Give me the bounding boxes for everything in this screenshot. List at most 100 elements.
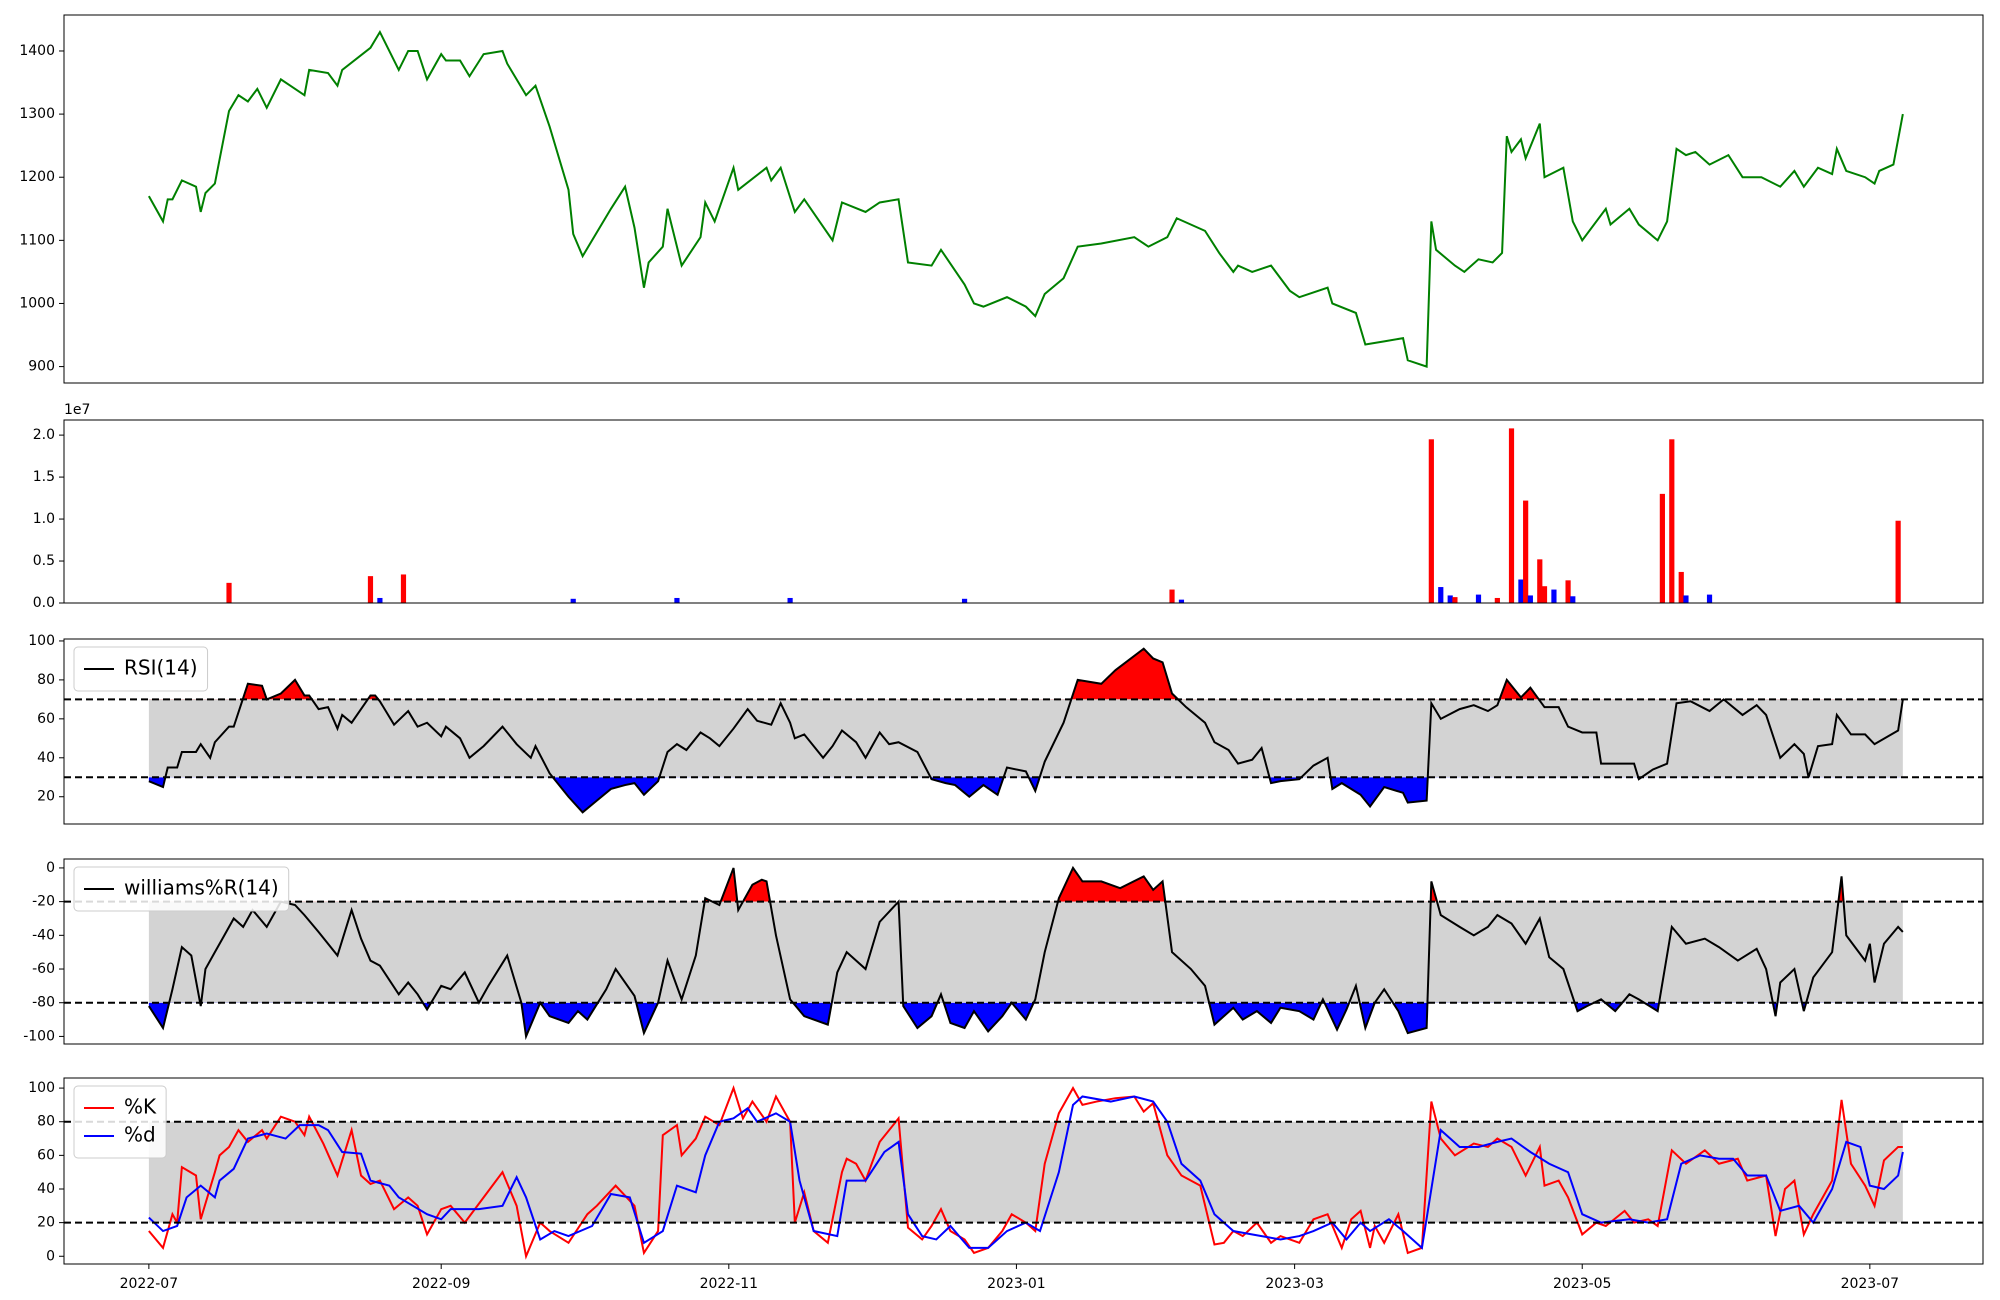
x-tick-label: 2022-09 (412, 1276, 471, 1292)
y-tick-label: -40 (32, 927, 55, 943)
panel: 20 40 60 80 100 RSI(14) (28, 633, 1984, 825)
legend-box (73, 646, 209, 692)
axes-frame (63, 1077, 1984, 1265)
y-tick-label: -100 (23, 1028, 55, 1044)
y-tick-label: 1200 (19, 169, 55, 185)
legend: williams%R(14) (73, 866, 290, 912)
y-tick-label: 100 (28, 1080, 55, 1096)
legend-box (73, 1085, 167, 1159)
bar (1428, 439, 1434, 603)
plot-area (147, 29, 1904, 368)
bar (1541, 586, 1548, 603)
series-line (148, 1095, 1904, 1250)
y-tick-label: 0.5 (33, 553, 55, 569)
bar (1475, 594, 1482, 603)
y-tick-label: 0.0 (33, 595, 55, 611)
series-line (147, 29, 1904, 368)
bar (1895, 520, 1901, 603)
bar (1565, 580, 1571, 603)
series-line (148, 865, 1904, 1041)
bar (367, 576, 374, 603)
bar (1447, 595, 1453, 603)
bar (1169, 589, 1175, 603)
y-tick-label: 0 (46, 1248, 55, 1264)
x-tick-label: 2023-07 (1841, 1276, 1900, 1292)
bar (1537, 559, 1543, 603)
bar (961, 598, 968, 603)
legend-label: RSI(14) (124, 656, 198, 680)
bar (1178, 599, 1185, 603)
bar (1570, 596, 1576, 603)
oversold-fill (148, 1002, 1807, 1037)
y-tick-label: 100 (28, 633, 55, 649)
y-tick-label: 900 (28, 359, 55, 375)
y-tick-label: 20 (37, 789, 55, 805)
legend-box (73, 866, 290, 912)
bar (1452, 597, 1458, 603)
axes-frame (63, 419, 1984, 604)
y-tick-label: 40 (37, 1181, 55, 1197)
bar (1669, 439, 1675, 603)
bar (1678, 571, 1684, 603)
bar (1527, 595, 1533, 603)
plot-area (226, 428, 1901, 603)
y-tick-label: -80 (32, 995, 55, 1011)
bar (1523, 500, 1529, 603)
plot-area (64, 865, 1983, 1041)
x-tick-label: 2023-03 (1265, 1276, 1324, 1292)
bar (787, 597, 793, 603)
x-tick-label: 2023-05 (1553, 1276, 1612, 1292)
bar (1438, 587, 1444, 603)
plot-area (64, 647, 1983, 814)
legend: RSI(14) (73, 646, 209, 692)
y-tick-label: 20 (37, 1215, 55, 1231)
legend-label: %K (124, 1095, 157, 1119)
panel: 0 20 40 60 80 100 2022-07 2022-09 2022-11 2023-01… (28, 1077, 1984, 1292)
y-tick-label: 1300 (19, 106, 55, 122)
y-tick-label: 1.0 (33, 511, 55, 527)
y-tick-label: 40 (37, 750, 55, 766)
y-tick-label: 0 (46, 860, 55, 876)
bar (1508, 428, 1515, 603)
legend-label: williams%R(14) (124, 876, 279, 900)
y-tick-label: 2.0 (33, 427, 55, 443)
band (148, 699, 1903, 778)
bar (226, 582, 232, 603)
bar (1683, 595, 1689, 603)
x-tick-label: 2022-11 (700, 1276, 759, 1292)
y-tick-label: 1100 (19, 232, 55, 248)
axes-frame (63, 858, 1984, 1045)
y-tick-label: 1.5 (33, 469, 55, 485)
y-tick-label: 80 (37, 1114, 55, 1130)
series-line (148, 647, 1904, 814)
legend: %K %d (73, 1085, 167, 1159)
panel: 0.0 0.5 1.0 1.5 2.0 1e7 (33, 402, 1984, 611)
y-tick-label: 60 (37, 711, 55, 727)
y-tick-label: -60 (32, 961, 55, 977)
y-tick-label: 1000 (19, 295, 55, 311)
y-tick-label: 60 (37, 1147, 55, 1163)
y-tick-label: 1400 (19, 43, 55, 59)
bar (1494, 597, 1500, 603)
axes-frame (63, 638, 1984, 825)
panel: 900 1000 1100 1200 1300 1400 (19, 14, 1984, 384)
band (148, 1121, 1903, 1223)
bar (674, 597, 680, 603)
bar (1551, 589, 1557, 603)
bar (1659, 493, 1665, 603)
axes-frame (63, 14, 1984, 384)
x-tick-label: 2022-07 (120, 1276, 179, 1292)
legend-label: %d (124, 1123, 156, 1147)
x-tick-label: 2023-01 (987, 1276, 1046, 1292)
y-tick-label: -20 (32, 894, 55, 910)
bar (377, 597, 383, 603)
bar (400, 574, 407, 603)
plot-area (64, 1085, 1983, 1260)
y-tick-label: 80 (37, 672, 55, 688)
bar (1706, 594, 1713, 603)
bar (570, 598, 576, 603)
axis-offset: 1e7 (64, 402, 90, 418)
bar (1518, 579, 1524, 603)
panel: -100 -80 -60 -40 -20 0 williams%R(14) (23, 858, 1984, 1045)
